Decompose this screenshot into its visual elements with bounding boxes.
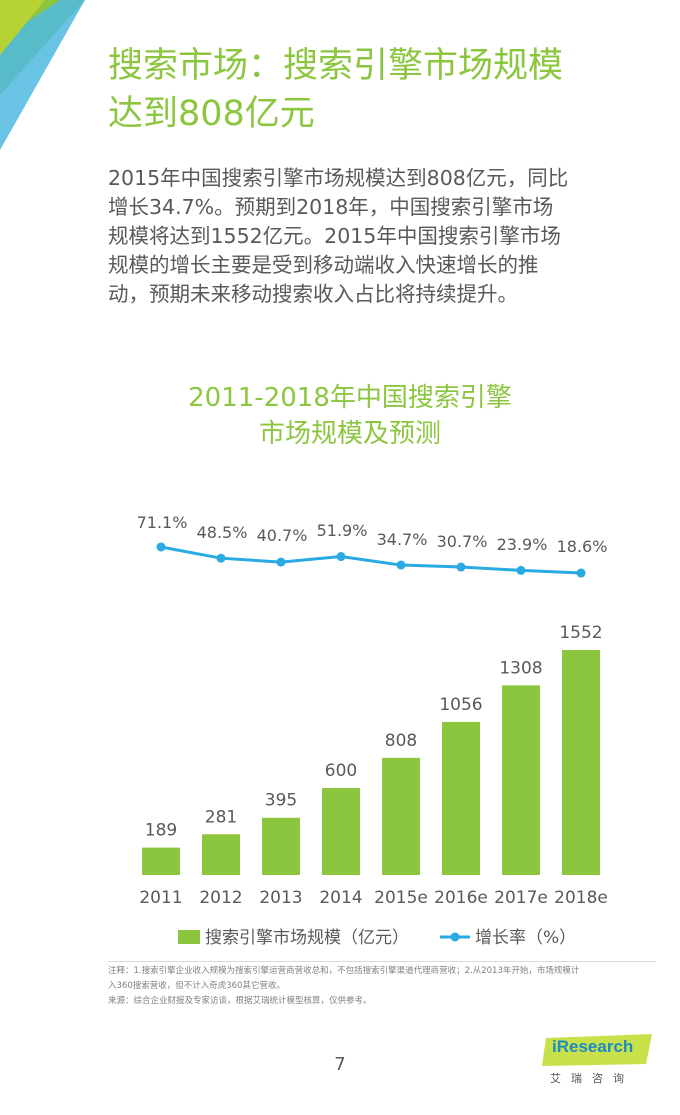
bar-2016e <box>442 721 480 875</box>
intro-line: 动，预期未来移动搜索收入占比将持续提升。 <box>108 282 518 306</box>
bar-value-label: 281 <box>205 807 237 827</box>
growth-rate-label: 71.1% <box>137 513 188 532</box>
growth-rate-label: 30.7% <box>437 532 488 551</box>
bar-value-label: 808 <box>385 731 417 751</box>
x-tick-label: 2017e <box>494 888 548 908</box>
legend-line-label: 增长率（%） <box>475 928 576 948</box>
growth-rate-point <box>396 560 406 570</box>
corner-decoration <box>0 0 85 150</box>
intro-line: 规模的增长主要是受到移动端收入快速增长的推 <box>108 253 539 277</box>
iresearch-logo: iResearch 艾瑞咨询 <box>540 1032 660 1092</box>
bar-2011 <box>142 847 180 875</box>
chart-title-line-1: 2011-2018年中国搜索引擎 <box>188 383 512 413</box>
intro-line: 增长34.7%。预期到2018年，中国搜索引擎市场 <box>108 195 554 219</box>
growth-rate-point <box>576 568 586 578</box>
bar-value-label: 189 <box>145 821 177 841</box>
chart-title: 2011-2018年中国搜索引擎 市场规模及预测 <box>150 380 550 452</box>
growth-rate-point <box>516 565 526 575</box>
bar-value-label: 1308 <box>499 658 542 678</box>
page-title: 搜索市场：搜索引擎市场规模 达到808亿元 <box>108 42 648 138</box>
intro-line: 2015年中国搜索引擎市场规模达到808亿元，同比 <box>108 166 569 190</box>
x-tick-label: 2014 <box>319 888 362 908</box>
source-note: 来源：综合企业财报及专家访谈，根据艾瑞统计模型核算，仅供参考。 <box>108 996 372 1006</box>
growth-rate-label: 40.7% <box>257 526 308 545</box>
bar-value-label: 1552 <box>559 623 602 643</box>
page-title-line-2: 达到808亿元 <box>108 94 315 134</box>
growth-rate-label: 48.5% <box>197 523 248 542</box>
footnotes: 注释：1.搜索引擎企业收入规模为搜索引擎运营商营收总和，不包括搜索引擎渠道代理商… <box>108 964 656 1009</box>
legend-line-marker <box>450 932 460 942</box>
logo-subtitle: 艾瑞咨询 <box>550 1072 634 1085</box>
logo-wordmark: iResearch <box>552 1037 634 1056</box>
bar-2017e <box>502 685 540 875</box>
x-tick-label: 2011 <box>139 888 182 908</box>
x-tick-label: 2013 <box>259 888 302 908</box>
growth-rate-label: 34.7% <box>377 530 428 549</box>
legend-bar-swatch <box>178 930 200 944</box>
bar-2014 <box>322 788 360 875</box>
growth-rate-point <box>216 553 226 563</box>
legend-bar-label: 搜索引擎市场规模（亿元） <box>205 928 409 948</box>
growth-rate-label: 51.9% <box>317 521 368 540</box>
page-title-line-1: 搜索市场：搜索引擎市场规模 <box>108 46 564 86</box>
intro-paragraph: 2015年中国搜索引擎市场规模达到808亿元，同比 增长34.7%。预期到201… <box>108 164 648 309</box>
bar-value-label: 600 <box>325 761 357 781</box>
growth-rate-point <box>276 557 286 567</box>
growth-rate-label: 18.6% <box>557 537 608 556</box>
footnote-1: 注释：1.搜索引擎企业收入规模为搜索引擎运营商营收总和，不包括搜索引擎渠道代理商… <box>108 966 580 976</box>
growth-rate-point <box>156 542 166 552</box>
bar-value-label: 1056 <box>439 695 482 715</box>
bar-2015e <box>382 757 420 875</box>
market-size-chart: 189 2011 281 2012 395 2013 600 2014 808 2015e 1056… <box>137 513 608 948</box>
x-tick-label: 2018e <box>554 888 608 908</box>
growth-rate-label: 23.9% <box>497 535 548 554</box>
page-number: 7 <box>334 1054 346 1075</box>
growth-rate-point <box>336 552 346 562</box>
bar-value-label: 395 <box>265 791 297 811</box>
growth-rate-line <box>160 545 582 575</box>
footnote-2: 入360搜索营收，但不计入奇虎360其它营收。 <box>108 981 285 991</box>
intro-line: 规模将达到1552亿元。2015年中国搜索引擎市场 <box>108 224 561 248</box>
x-tick-label: 2015e <box>374 888 428 908</box>
bar-2013 <box>262 817 300 875</box>
x-tick-label: 2016e <box>434 888 488 908</box>
bar-2018e <box>562 650 600 875</box>
bar-2012 <box>202 834 240 875</box>
notes-divider <box>108 961 656 962</box>
chart-title-line-2: 市场规模及预测 <box>258 419 441 449</box>
growth-rate-point <box>456 562 466 572</box>
x-tick-label: 2012 <box>199 888 242 908</box>
logo-badge-icon <box>542 1034 652 1066</box>
